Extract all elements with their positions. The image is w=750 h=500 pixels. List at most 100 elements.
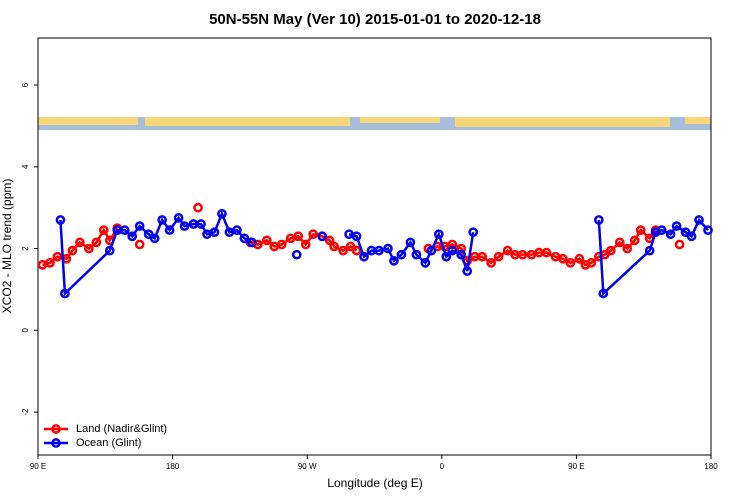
point: [338, 245, 348, 256]
point: [502, 245, 513, 256]
point: [261, 235, 272, 246]
y-tick-label: 2: [21, 246, 30, 251]
point: [635, 225, 646, 235]
point: [441, 251, 452, 262]
point: [308, 229, 319, 240]
point: [565, 258, 576, 268]
point: [674, 239, 685, 250]
point: [656, 225, 667, 235]
y-tick-label: -2: [21, 408, 30, 416]
y-tick-label: 0: [21, 328, 30, 333]
chart-title: 50N-55N May (Ver 10) 2015-01-01 to 2020-…: [209, 11, 541, 28]
point: [420, 258, 431, 268]
x-axis-label: Longitude (deg E): [327, 476, 422, 490]
point: [209, 227, 220, 238]
series: [39, 202, 685, 268]
point: [98, 225, 109, 235]
point: [52, 251, 63, 262]
point: [351, 231, 362, 242]
x-tick-label: 180: [704, 462, 718, 471]
point: [351, 245, 362, 256]
point: [665, 229, 676, 240]
point: [493, 251, 504, 262]
point: [703, 225, 713, 235]
point: [686, 231, 697, 242]
point: [447, 245, 458, 256]
point: [671, 221, 682, 231]
point: [593, 215, 604, 225]
point: [173, 213, 184, 223]
point: [91, 237, 102, 248]
y-tick-label: 6: [21, 82, 30, 87]
point: [324, 235, 335, 246]
point: [558, 253, 568, 264]
point: [157, 215, 167, 225]
point: [196, 219, 206, 229]
point: [45, 258, 55, 268]
point: [614, 237, 625, 248]
point: [83, 243, 94, 254]
point: [411, 249, 422, 260]
x-tick-label: 180: [166, 462, 180, 471]
point: [276, 239, 287, 250]
point: [247, 237, 257, 248]
y-tick-label: 4: [21, 164, 30, 169]
point: [541, 247, 552, 258]
plot-frame: [37, 37, 712, 456]
point: [300, 239, 311, 250]
point: [329, 241, 339, 252]
point: [462, 266, 473, 276]
point: [127, 231, 138, 242]
point: [134, 239, 145, 250]
point: [517, 249, 528, 260]
legend-marker: [51, 424, 61, 434]
x-tick-label: 90 E: [30, 462, 46, 471]
land-ocean-strip: [38, 117, 711, 130]
point: [374, 245, 384, 256]
point: [396, 249, 407, 260]
point: [119, 225, 130, 235]
point: [468, 227, 479, 238]
point: [389, 255, 399, 266]
x-tick-label: 90 E: [568, 462, 584, 471]
point: [164, 225, 175, 235]
point: [574, 253, 585, 264]
legend-label: Land (Nadir&Glint): [76, 423, 167, 435]
point: [426, 245, 437, 256]
y-axis-label: XCO2 - MLO trend (ppm): [0, 179, 14, 314]
point: [405, 237, 416, 248]
point: [134, 221, 145, 231]
legend: Land (Nadir&Glint) Ocean (Glint): [44, 423, 167, 449]
point: [586, 258, 597, 268]
point: [456, 249, 467, 260]
point: [149, 233, 160, 244]
point: [477, 251, 488, 262]
point: [359, 251, 369, 262]
series: [55, 208, 713, 299]
x-tick-label: 90 W: [298, 462, 317, 471]
point: [239, 233, 250, 244]
legend-label: Ocean (Glint): [76, 437, 141, 449]
point: [383, 243, 393, 254]
point: [60, 288, 70, 299]
point: [291, 249, 302, 260]
point: [179, 221, 190, 231]
point: [605, 245, 616, 256]
point: [232, 225, 242, 235]
x-tick-label: 0: [440, 462, 445, 471]
point: [694, 215, 704, 225]
legend-marker: [51, 438, 61, 448]
point: [622, 243, 633, 254]
point: [486, 258, 497, 268]
point: [67, 245, 78, 256]
point: [644, 245, 655, 256]
point: [293, 231, 304, 242]
point: [629, 235, 640, 246]
point: [217, 208, 227, 219]
point: [317, 231, 328, 242]
point: [433, 229, 444, 240]
point: [55, 215, 66, 225]
point: [598, 288, 609, 299]
point: [75, 237, 85, 248]
